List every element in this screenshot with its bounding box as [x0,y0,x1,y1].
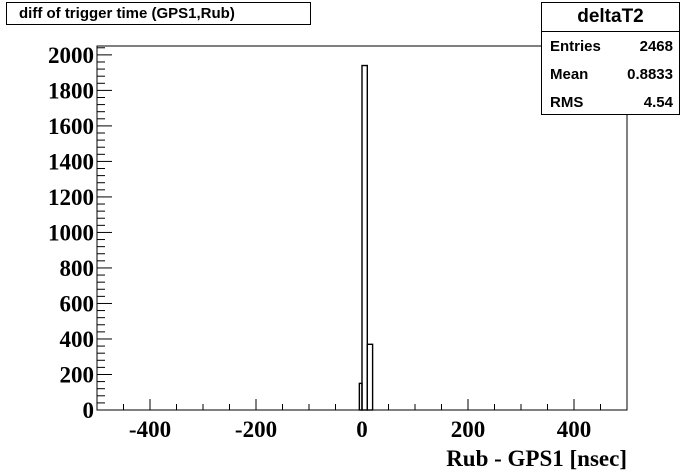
y-tick-label: 1600 [48,114,94,139]
y-tick-label: 400 [60,327,95,352]
stats-label: Entries [550,37,601,55]
x-tick-label: -400 [129,417,171,442]
stats-label: RMS [550,93,584,111]
stats-value: 0.8833 [627,65,673,83]
histogram-bars [358,64,374,411]
stats-value: 2468 [639,37,673,55]
y-tick-label: 1200 [48,185,94,210]
chart-title: diff of trigger time (GPS1,Rub) [6,2,311,25]
histogram-bin [361,64,369,411]
y-tick-label: 200 [60,362,95,387]
histogram-bin [366,343,374,411]
x-tick-label: -200 [235,417,277,442]
y-tick-label: 800 [60,256,95,281]
stats-value: 4.54 [643,93,673,111]
stats-row-entries: Entries 2468 [542,32,679,60]
stats-row-mean: Mean 0.8833 [542,60,679,88]
y-tick-label: 2000 [48,43,94,68]
y-tick-label: 0 [83,398,95,423]
stats-title: deltaT2 [542,3,679,32]
stats-box: deltaT2 Entries 2468 Mean 0.8833 RMS 4.5… [541,2,680,115]
y-tick-label: 1000 [48,220,94,245]
x-tick-label: 200 [451,417,486,442]
y-tick-label: 1800 [48,78,94,103]
y-tick-label: 1400 [48,149,94,174]
x-axis: -400 -200 0 200 400 [96,399,628,442]
stats-label: Mean [550,65,589,83]
stats-row-rms: RMS 4.54 [542,88,679,116]
y-tick-label: 600 [60,291,95,316]
x-axis-label: Rub - GPS1 [nsec] [446,446,627,471]
x-tick-label: 400 [557,417,592,442]
x-tick-label: 0 [356,417,368,442]
y-axis: 0 200 400 600 800 1000 1200 1400 1600 1800 2000 [48,43,112,423]
